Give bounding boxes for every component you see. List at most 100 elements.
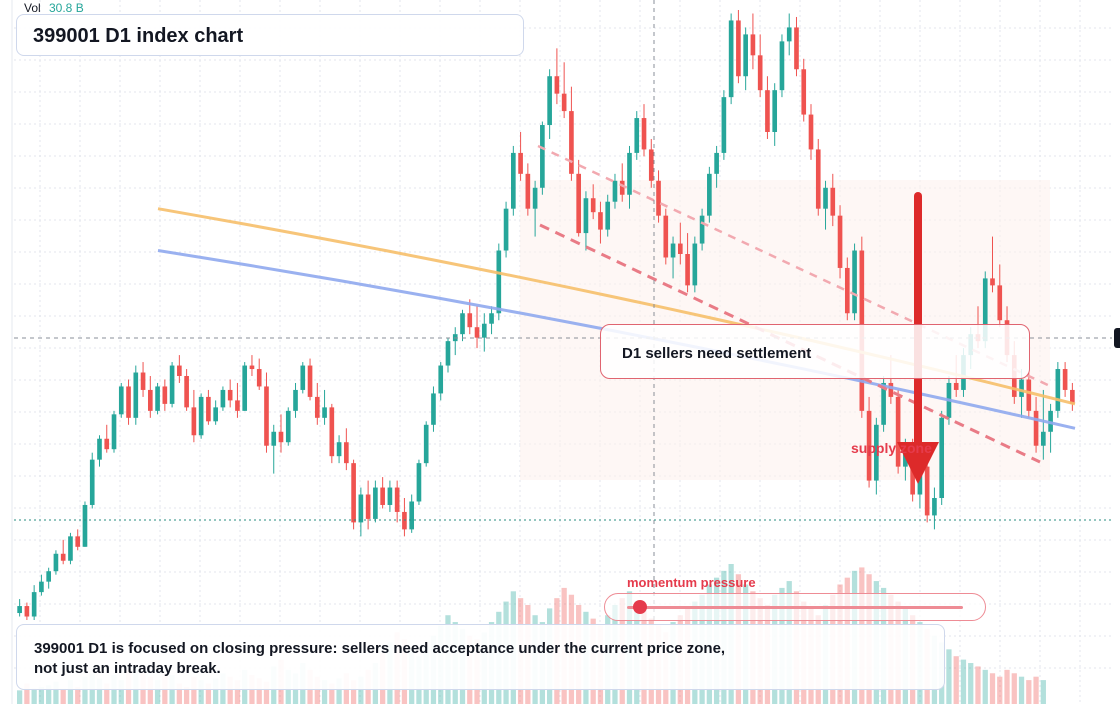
candle — [808, 104, 814, 160]
volume-bar — [1011, 673, 1017, 704]
volume-bar — [75, 686, 81, 704]
candle — [344, 428, 349, 471]
candle — [474, 306, 480, 349]
candle-body — [692, 243, 698, 286]
candle — [540, 121, 545, 195]
candle — [612, 173, 618, 209]
candle — [634, 111, 640, 160]
candle — [431, 386, 436, 432]
candle-body — [89, 459, 95, 505]
candle — [198, 393, 204, 439]
momentum-knob[interactable] — [633, 600, 648, 614]
candle — [24, 602, 30, 620]
candle — [627, 145, 632, 209]
volume-bar — [1004, 669, 1010, 704]
candle — [460, 309, 465, 342]
candle-body — [598, 212, 603, 230]
candle — [750, 13, 756, 70]
momentum-label: momentum pressure — [627, 575, 756, 590]
candle — [206, 389, 211, 425]
candle — [489, 306, 494, 335]
candle — [1026, 372, 1032, 418]
candle — [169, 362, 175, 408]
candle-body — [60, 553, 66, 561]
volume-bar — [982, 669, 988, 704]
candle-body — [1041, 431, 1046, 446]
candle-body — [235, 400, 240, 411]
candle-body — [336, 442, 342, 457]
candle — [133, 365, 139, 425]
candle — [692, 236, 698, 293]
candle — [990, 236, 995, 293]
momentum-slider[interactable] — [604, 593, 986, 621]
candle — [1041, 389, 1046, 460]
candle — [285, 407, 291, 446]
candle-body — [939, 417, 945, 498]
candle — [358, 487, 364, 537]
title-panel: 399001 D1 index chart — [16, 14, 524, 56]
candle-body — [285, 410, 291, 443]
candle — [561, 62, 567, 119]
candle — [786, 13, 792, 56]
candle — [714, 145, 719, 188]
candle-body — [46, 571, 51, 582]
candle-body — [895, 396, 901, 467]
candle — [271, 424, 277, 474]
candle-body — [293, 389, 298, 411]
candle — [801, 58, 807, 122]
candle-body — [540, 125, 545, 188]
candle — [569, 86, 574, 181]
candle-body — [307, 365, 313, 397]
candle-body — [169, 365, 175, 404]
candle-body — [837, 215, 843, 268]
candle-body — [1070, 389, 1075, 404]
candle-body — [641, 118, 647, 150]
volume-bar — [1026, 680, 1032, 704]
candle — [402, 498, 407, 537]
candle-body — [721, 97, 727, 153]
candle-body — [431, 393, 436, 425]
volume-bar — [82, 676, 88, 704]
candle — [184, 369, 189, 411]
candle-body — [133, 372, 139, 418]
volume-bar — [53, 681, 59, 704]
candle — [1033, 396, 1039, 453]
sellers-callout[interactable]: D1 sellers need settlement — [600, 324, 1030, 379]
candle — [1055, 362, 1061, 418]
candle-body — [249, 365, 255, 370]
candle-body — [467, 313, 473, 328]
momentum-track — [627, 606, 963, 609]
candle — [293, 382, 298, 418]
candle-body — [198, 396, 204, 436]
volume-bar — [96, 678, 103, 704]
candle — [641, 104, 647, 157]
candle-body — [1033, 410, 1039, 446]
candle-body — [496, 250, 502, 314]
candle — [736, 10, 741, 84]
candle-body — [155, 386, 160, 411]
volume-bar — [147, 676, 153, 704]
volume-bar — [1033, 676, 1039, 704]
candle-body — [932, 498, 937, 516]
candle — [307, 358, 313, 401]
volume-bar — [60, 688, 66, 704]
analysis-note: 399001 D1 is focused on closing pressure… — [16, 624, 945, 690]
candle — [97, 435, 102, 467]
volume-bar — [67, 680, 74, 704]
candle — [256, 358, 262, 390]
candle-body — [554, 76, 560, 94]
candle — [300, 362, 306, 394]
volume-value: 30.8 B — [49, 1, 84, 15]
volume-bar — [118, 680, 124, 704]
candle-body — [184, 376, 189, 408]
candle-body — [844, 267, 850, 314]
candle-body — [874, 424, 879, 481]
candle-body — [772, 90, 778, 132]
candle — [249, 355, 255, 376]
candle-body — [140, 372, 146, 390]
candle-body — [111, 414, 117, 450]
candle-body — [24, 606, 30, 617]
candle — [648, 138, 654, 188]
candle-body — [561, 93, 567, 112]
candle-body — [656, 180, 661, 216]
